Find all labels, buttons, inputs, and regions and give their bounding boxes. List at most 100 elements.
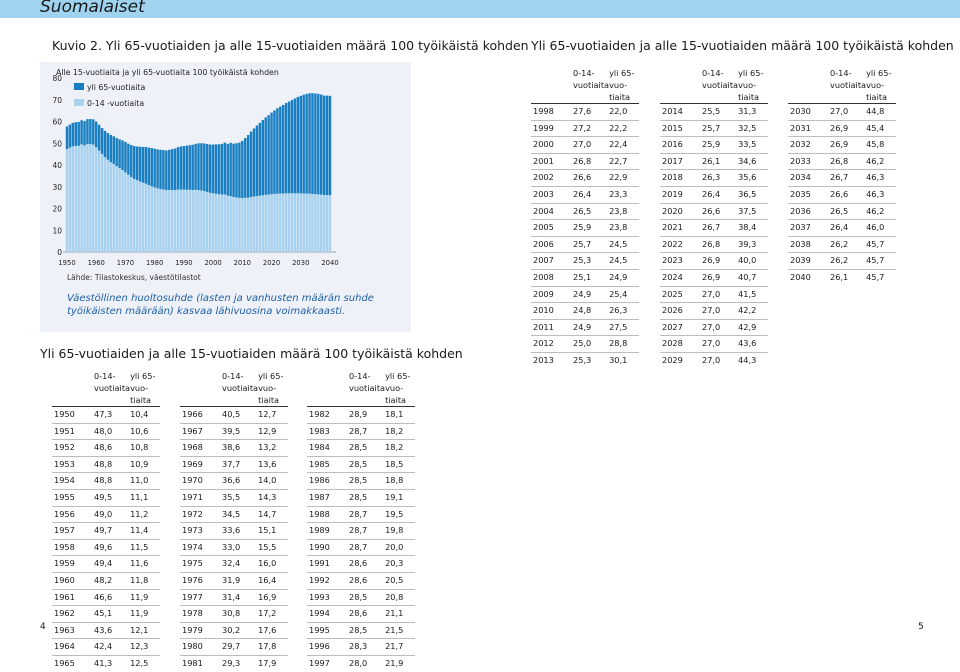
older-value-cell: 18,1 [385, 406, 416, 424]
table-row: 1976 31,9 16,4 [180, 571, 289, 590]
older-value-cell: 11,9 [130, 605, 161, 623]
bar-young [144, 183, 148, 252]
bar-older [287, 101, 291, 194]
older-value-cell: 44,3 [738, 351, 769, 369]
y-tick-label: 40 [52, 161, 62, 170]
bar-older [325, 95, 329, 196]
year-cell: 1952 [52, 439, 94, 457]
young-column-header: 0-14- vuotiaita [830, 67, 867, 104]
bar-older [302, 94, 305, 194]
year-column-header [788, 67, 830, 104]
year-cell: 2010 [531, 302, 573, 320]
year-cell: 1983 [307, 422, 349, 440]
year-cell: 2039 [788, 252, 830, 270]
young-value-cell: 28,5 [349, 439, 386, 457]
young-value-cell: 27,0 [702, 335, 739, 353]
bar-older [203, 143, 206, 192]
bar-young [284, 193, 288, 252]
table-row: 1968 38,6 13,2 [180, 439, 289, 457]
table-row: 2022 26,8 39,3 [660, 235, 769, 253]
older-value-cell: 43,6 [738, 335, 769, 353]
older-value-cell: 11,0 [130, 472, 161, 490]
table-row: 2011 24,9 27,5 [531, 318, 640, 336]
older-value-cell: 23,3 [609, 185, 640, 204]
young-value-cell: 28,7 [349, 422, 386, 440]
bar-young [302, 193, 305, 252]
bar-older [77, 121, 80, 146]
young-value-cell: 48,6 [94, 439, 131, 457]
year-cell: 2032 [788, 136, 830, 154]
older-value-cell: 39,3 [738, 235, 769, 253]
x-tick-label: 2030 [292, 259, 309, 267]
young-value-cell: 49,7 [94, 522, 131, 540]
older-value-cell: 38,4 [738, 219, 769, 237]
x-tick-label: 1950 [58, 259, 75, 267]
older-value-cell: 24,5 [609, 252, 640, 270]
older-value-cell: 17,6 [258, 621, 289, 639]
young-value-cell: 26,6 [830, 185, 867, 204]
bar-young [255, 196, 259, 252]
bar-young [138, 181, 142, 252]
bar-older [130, 144, 133, 177]
table-row: 2007 25,3 24,5 [531, 252, 640, 270]
bar-older [109, 134, 113, 163]
year-cell: 2008 [531, 268, 573, 287]
young-value-cell: 29,3 [222, 654, 259, 672]
bar-young [182, 189, 186, 252]
young-value-cell: 25,7 [702, 119, 739, 137]
year-cell: 1967 [180, 422, 222, 440]
year-cell: 2017 [660, 152, 702, 170]
bar-young [106, 159, 110, 252]
year-cell: 1962 [52, 605, 94, 623]
bar-young [80, 144, 83, 252]
bar-older [322, 95, 326, 196]
young-value-cell: 30,8 [222, 605, 259, 623]
year-cell: 2021 [660, 219, 702, 237]
bar-young [124, 172, 127, 252]
young-value-cell: 26,8 [830, 152, 867, 170]
young-value-cell: 25,9 [573, 219, 610, 237]
year-cell: 2022 [660, 235, 702, 253]
bar-older [115, 138, 118, 167]
bar-older [80, 120, 83, 145]
year-column-header [660, 67, 702, 104]
bar-young [211, 193, 215, 252]
header-band [0, 0, 960, 18]
young-value-cell: 39,5 [222, 422, 259, 440]
year-cell: 1993 [307, 588, 349, 606]
y-tick-label: 80 [52, 74, 62, 83]
bar-older [94, 121, 98, 148]
older-value-cell: 20,0 [385, 538, 416, 556]
bar-older [194, 143, 197, 190]
bar-older [138, 146, 142, 182]
bar-older [170, 149, 174, 191]
older-value-cell: 12,5 [130, 654, 161, 672]
older-value-cell: 31,3 [738, 103, 769, 121]
bar-older [293, 98, 297, 194]
table-row: 1981 29,3 17,9 [180, 654, 289, 672]
young-value-cell: 48,0 [94, 422, 131, 440]
x-tick-label: 1970 [117, 259, 134, 267]
year-cell: 2028 [660, 335, 702, 353]
young-value-cell: 28,3 [349, 638, 386, 656]
bar-older [97, 124, 101, 151]
young-value-cell: 28,7 [349, 538, 386, 556]
table-row: 1972 34,5 14,7 [180, 505, 289, 523]
y-tick-label: 30 [52, 183, 62, 192]
table-row: 1953 48,8 10,9 [52, 455, 161, 473]
right-table-title: Yli 65-vuotiaiden ja alle 15-vuotiaiden … [531, 38, 954, 53]
bar-young [279, 193, 282, 252]
young-value-cell: 26,6 [702, 202, 739, 220]
older-column-header: yli 65-vuo-tiaita [130, 370, 161, 407]
year-cell: 1973 [180, 522, 222, 540]
older-column-header-line1: yli 65-vuo- [130, 371, 156, 393]
year-cell: 2027 [660, 318, 702, 336]
young-value-cell: 26,4 [830, 219, 867, 237]
bar-young [65, 149, 69, 252]
older-value-cell: 11,8 [130, 571, 161, 590]
table-row: 2024 26,9 40,7 [660, 268, 769, 287]
year-cell: 1989 [307, 522, 349, 540]
bar-young [305, 193, 308, 252]
table-row: 1954 48,8 11,0 [52, 472, 161, 490]
year-cell: 1958 [52, 538, 94, 556]
